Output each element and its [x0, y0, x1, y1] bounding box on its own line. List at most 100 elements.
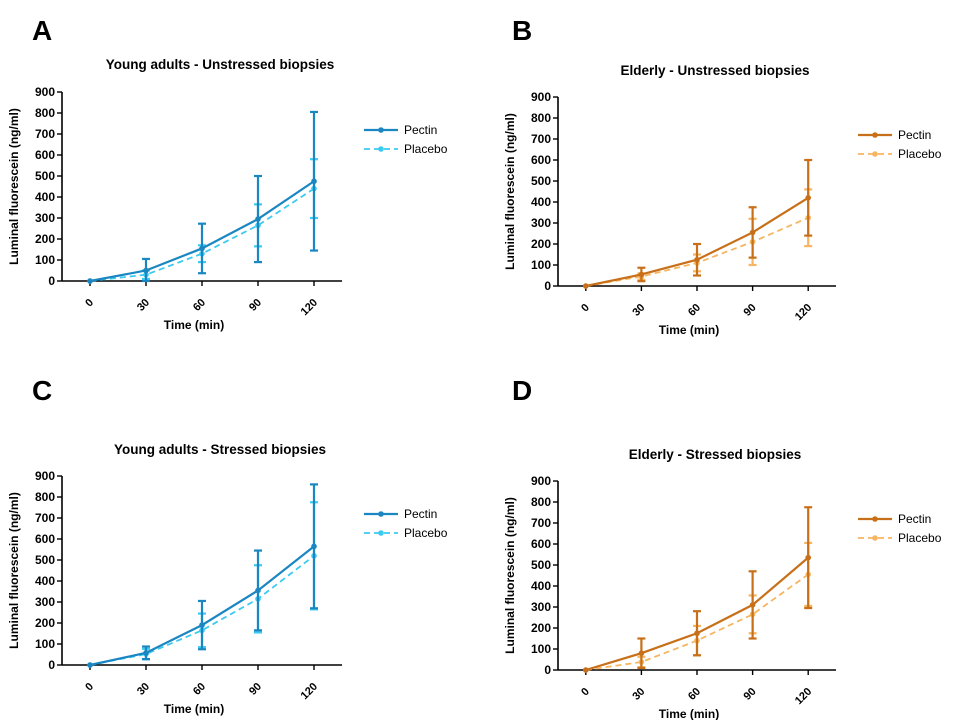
- chart-svg: A Young adults - Unstressed biopsies 0 100 2…: [7, 15, 448, 332]
- data-point: [749, 229, 756, 236]
- x-tick-label: 30: [630, 686, 647, 703]
- legend-marker: [872, 132, 878, 138]
- data-point: [805, 195, 811, 201]
- y-tick-label: 300: [531, 600, 551, 614]
- y-axis-label: Luminal fluorescein (ng/ml): [7, 108, 21, 265]
- data-point: [749, 602, 756, 608]
- y-tick-label: 900: [35, 469, 55, 483]
- x-axis-label: Time (min): [659, 323, 719, 337]
- x-tick-label: 60: [686, 302, 703, 319]
- x-tick-label: 30: [135, 297, 152, 314]
- y-tick-label: 500: [35, 169, 55, 183]
- y-tick-label: 800: [35, 106, 55, 120]
- y-tick-label: 800: [531, 111, 551, 125]
- y-tick-label: 100: [35, 637, 55, 651]
- chart-panel-d: D Elderly - Stressed biopsies 0 100 200 300 40…: [480, 360, 960, 720]
- data-point: [638, 650, 645, 656]
- y-tick-label: 400: [35, 190, 55, 204]
- legend-label: Placebo: [898, 147, 942, 161]
- y-tick-label: 500: [531, 558, 551, 572]
- y-tick-label: 600: [531, 153, 551, 167]
- legend-label: Pectin: [898, 128, 931, 142]
- data-point: [583, 283, 589, 289]
- legend-marker: [378, 146, 384, 152]
- panel-letter: C: [32, 375, 52, 406]
- x-tick-label: 0: [579, 302, 592, 315]
- series-line: [89, 187, 315, 282]
- y-axis-label: Luminal fluorescein (ng/ml): [7, 492, 21, 649]
- y-tick-label: 900: [531, 474, 551, 488]
- chart-title: Young adults - Stressed biopsies: [114, 442, 326, 457]
- x-tick-label: 90: [742, 686, 759, 703]
- y-tick-label: 100: [35, 253, 55, 267]
- x-tick-label: 90: [247, 681, 264, 698]
- y-tick-label: 900: [531, 90, 551, 104]
- chart-panel-a: A Young adults - Unstressed biopsies 0 100 2…: [0, 0, 480, 360]
- x-tick-label: 120: [299, 681, 320, 702]
- data-point: [311, 543, 317, 550]
- legend-marker: [378, 511, 384, 517]
- y-tick-label: 300: [35, 595, 55, 609]
- y-axis-label: Luminal fluorescein (ng/ml): [503, 113, 517, 270]
- x-tick-label: 0: [579, 686, 592, 699]
- y-tick-label: 100: [531, 642, 551, 656]
- y-tick-label: 400: [531, 195, 551, 209]
- y-tick-label: 200: [531, 237, 551, 251]
- legend-marker: [872, 151, 878, 157]
- series-line: [89, 555, 315, 666]
- x-axis-label: Time (min): [164, 702, 224, 716]
- legend-marker: [378, 127, 384, 133]
- data-point: [311, 178, 317, 185]
- y-tick-label: 0: [544, 663, 551, 677]
- data-point: [87, 662, 93, 668]
- y-tick-label: 400: [531, 579, 551, 593]
- panel-letter: A: [32, 15, 52, 46]
- y-tick-label: 200: [531, 621, 551, 635]
- y-tick-label: 500: [35, 553, 55, 567]
- y-tick-label: 200: [35, 616, 55, 630]
- y-tick-label: 700: [35, 511, 55, 525]
- y-tick-label: 500: [531, 174, 551, 188]
- data-point: [638, 271, 645, 278]
- y-tick-label: 0: [544, 279, 551, 293]
- legend-label: Placebo: [898, 531, 942, 545]
- x-tick-label: 90: [247, 297, 264, 314]
- data-point: [805, 554, 811, 561]
- data-point: [583, 667, 589, 673]
- y-tick-label: 100: [531, 258, 551, 272]
- legend-marker: [872, 516, 878, 522]
- chart-panel-c: C Young adults - Stressed biopsies 0 100 200…: [0, 360, 480, 720]
- x-tick-label: 60: [686, 686, 703, 703]
- legend-marker: [872, 535, 878, 541]
- panel-letter: B: [512, 15, 532, 46]
- x-tick-label: 0: [83, 681, 96, 694]
- data-point: [199, 245, 205, 252]
- legend-label: Pectin: [404, 507, 437, 521]
- y-tick-label: 800: [35, 490, 55, 504]
- y-tick-label: 700: [35, 127, 55, 141]
- y-tick-label: 900: [35, 85, 55, 99]
- data-point: [143, 267, 149, 274]
- legend-label: Placebo: [404, 142, 448, 156]
- y-tick-label: 0: [48, 274, 55, 288]
- x-axis-label: Time (min): [164, 318, 224, 332]
- panel-letter: D: [512, 375, 532, 406]
- legend-label: Placebo: [404, 526, 448, 540]
- y-axis-label: Luminal fluorescein (ng/ml): [503, 497, 517, 654]
- y-tick-label: 0: [48, 658, 55, 672]
- y-tick-label: 600: [35, 148, 55, 162]
- x-tick-label: 30: [630, 302, 647, 319]
- y-tick-label: 300: [35, 211, 55, 225]
- x-tick-label: 30: [135, 681, 152, 698]
- chart-title: Elderly - Unstressed biopsies: [620, 63, 809, 78]
- data-point: [87, 278, 93, 284]
- chart-title: Young adults - Unstressed biopsies: [106, 57, 335, 72]
- data-point: [143, 650, 149, 656]
- x-tick-label: 120: [793, 302, 814, 323]
- y-tick-label: 800: [531, 495, 551, 509]
- chart-title: Elderly - Stressed biopsies: [629, 447, 802, 462]
- data-point: [255, 587, 261, 594]
- x-axis-label: Time (min): [659, 707, 719, 720]
